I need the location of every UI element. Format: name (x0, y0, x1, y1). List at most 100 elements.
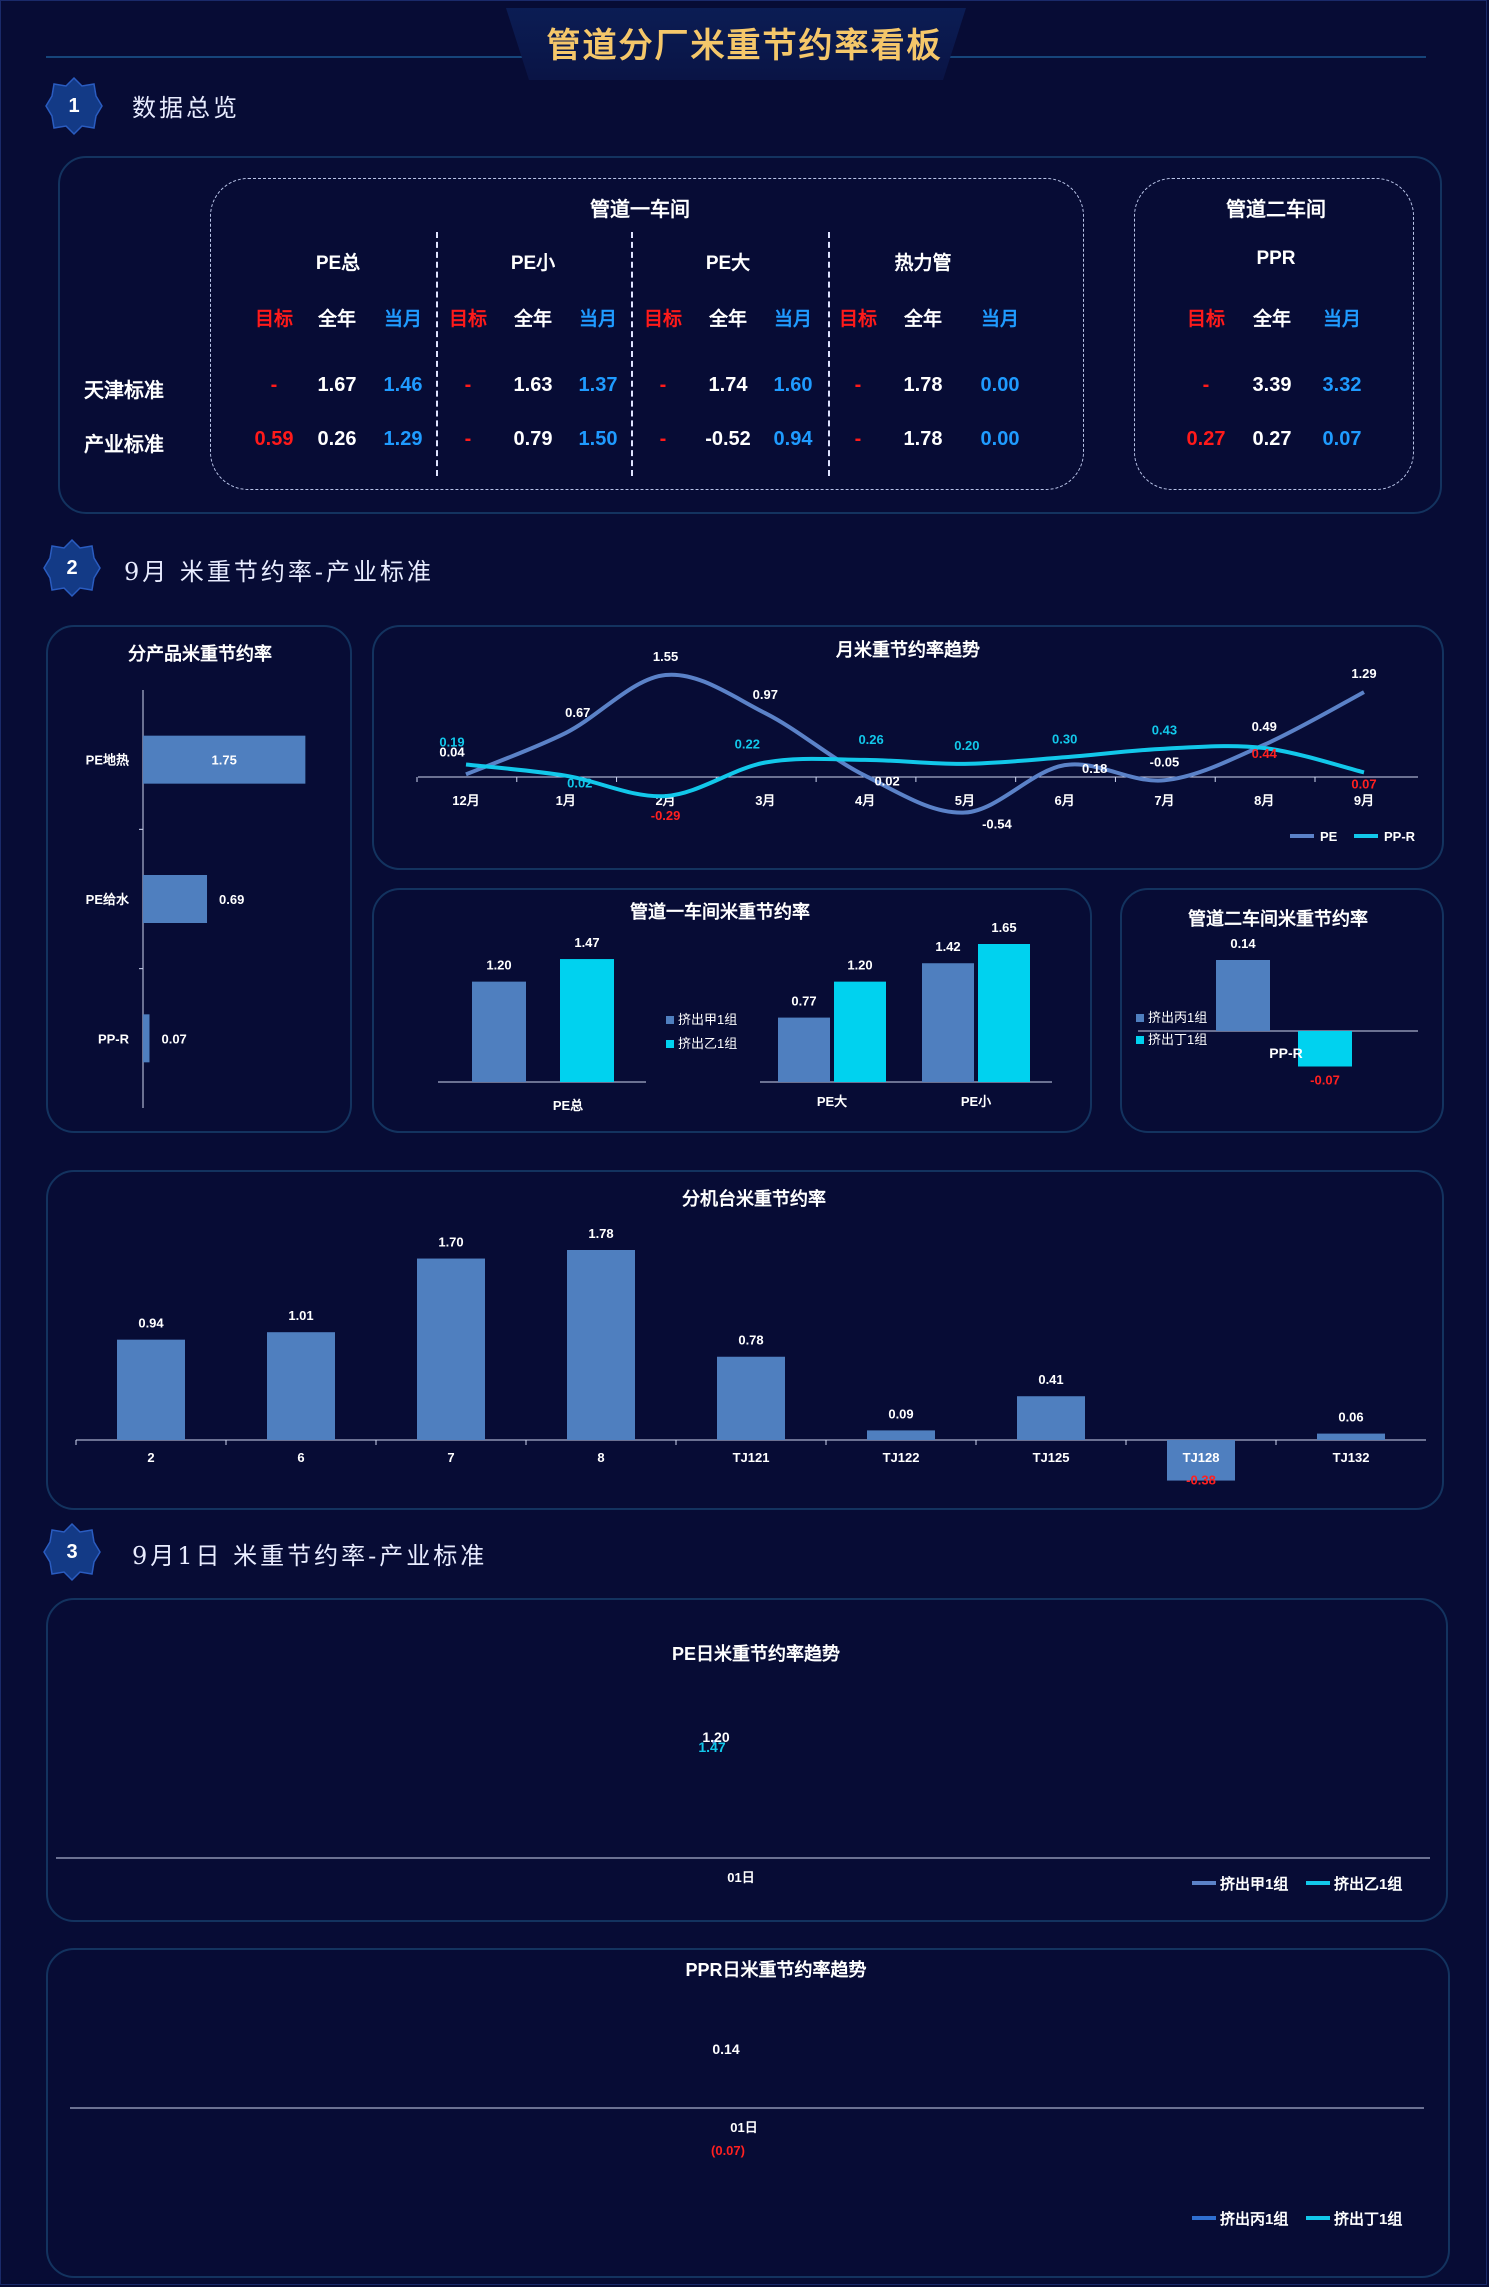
data-label: 0.04 (439, 744, 465, 759)
machine-panel (46, 1170, 1444, 1510)
x-tick-label: TJ122 (883, 1450, 920, 1465)
data-label: 0.77 (791, 994, 816, 1009)
data-cell: 0.59 (254, 428, 294, 450)
data-label: 0.78 (738, 1333, 763, 1348)
overview-panel (58, 156, 1442, 514)
data-cell: 0.26 (317, 428, 357, 450)
product-panel (46, 625, 352, 1133)
x-tick-label: 7 (447, 1450, 454, 1465)
col-header: 当月 (1322, 309, 1361, 330)
category-label: PE地热 (86, 753, 129, 768)
bar (267, 1332, 335, 1440)
x-tick-label: TJ132 (1333, 1450, 1370, 1465)
data-label: 0.97 (753, 687, 778, 702)
chart-title: PE日米重节约率趋势 (672, 1643, 840, 1664)
row-label-industry: 产业标准 (84, 434, 164, 456)
chart-title: 月米重节约率趋势 (835, 639, 980, 660)
group-header: 热力管 (894, 253, 952, 274)
x-tick-label: 01日 (727, 1870, 754, 1885)
data-cell: -0.52 (705, 428, 751, 450)
legend-label: 挤出甲1组 (678, 1012, 737, 1027)
x-tick-label: 9月 (1354, 793, 1374, 808)
data-cell: - (659, 428, 667, 450)
data-cell: - (854, 374, 862, 396)
data-label: 0.49 (1252, 719, 1277, 734)
data-cell: 0.07 (1322, 428, 1362, 450)
group-header: PE总 (315, 253, 361, 274)
series-point (712, 1740, 716, 1744)
x-tick-label: 6月 (1055, 793, 1075, 808)
data-label: -0.38 (1186, 1473, 1216, 1488)
col-header: 目标 (1186, 309, 1225, 330)
bar (1167, 1440, 1235, 1481)
data-cell: - (1202, 374, 1210, 396)
col-header: 全年 (903, 309, 942, 330)
legend-label: 挤出乙1组 (1334, 1875, 1402, 1893)
col-header: 全年 (1252, 309, 1291, 330)
col-header: 全年 (513, 309, 552, 330)
x-tick-label: PE小 (961, 1094, 991, 1109)
section-title-overview: 数据总览 (132, 94, 240, 122)
divider (631, 232, 633, 476)
data-label: 0.30 (1052, 731, 1077, 746)
bar (143, 875, 208, 923)
data-label: 0.43 (1152, 723, 1177, 738)
legend-swatch (1136, 1014, 1144, 1022)
x-tick-label: PE总 (553, 1098, 583, 1113)
data-label: 0.18 (1082, 761, 1107, 776)
data-label: 1.01 (288, 1308, 313, 1323)
data-label: 0.06 (1338, 1410, 1363, 1425)
bar (717, 1356, 785, 1440)
data-label: 1.47 (698, 1739, 725, 1755)
legend-label: 挤出丁1组 (1148, 1032, 1207, 1047)
legend-label: 挤出甲1组 (1220, 1875, 1288, 1893)
chart-title: 管道一车间米重节约率 (630, 901, 810, 922)
col-header: 全年 (708, 309, 747, 330)
data-label: 0.69 (219, 892, 244, 907)
chart-title: PPR日米重节约率趋势 (685, 1959, 866, 1980)
group-header: PE小 (510, 253, 556, 274)
col-header: 目标 (838, 309, 877, 330)
bar (867, 1430, 935, 1440)
data-cell: 0.00 (980, 374, 1020, 396)
data-label: 1.78 (588, 1226, 613, 1241)
data-label: 0.02 (567, 776, 592, 791)
data-label: 0.26 (858, 732, 883, 747)
section-badge-3: 3 (42, 1522, 102, 1582)
col-header: 当月 (773, 309, 812, 330)
data-cell: 0.27 (1186, 428, 1226, 450)
data-label: 1.20 (847, 958, 872, 973)
data-cell: 1.67 (317, 374, 357, 396)
data-cell: - (659, 374, 667, 396)
workshop2-title: 管道二车间 (1226, 199, 1326, 221)
chart-title: 分产品米重节约率 (128, 643, 272, 664)
bar (417, 1258, 485, 1440)
x-tick-label: TJ121 (733, 1450, 770, 1465)
data-label: 1.55 (653, 649, 678, 664)
legend-label: 挤出丁1组 (1334, 2210, 1402, 2228)
col-header: 目标 (643, 309, 682, 330)
data-cell: 1.74 (708, 374, 748, 396)
bar (567, 1250, 635, 1440)
data-cell: 0.27 (1252, 428, 1292, 450)
x-tick-label: 4月 (855, 793, 875, 808)
bar (778, 1017, 830, 1082)
ws1-panel (372, 888, 1092, 1133)
x-tick-label: 3月 (755, 793, 775, 808)
x-tick-label: 2 (147, 1450, 154, 1465)
col-header: 当月 (980, 309, 1019, 330)
data-label: 1.20 (486, 958, 511, 973)
monthly-panel (372, 625, 1444, 870)
data-label: 0.41 (1038, 1372, 1063, 1387)
data-label: 1.75 (212, 753, 237, 768)
divider (828, 232, 830, 476)
bar (1017, 1396, 1085, 1440)
data-cell: 0.00 (980, 428, 1020, 450)
bar (143, 735, 306, 784)
data-label: 0.02 (874, 774, 899, 789)
x-tick-label: 7月 (1154, 793, 1174, 808)
section-badge-2: 2 (42, 538, 102, 598)
data-cell: 0.79 (513, 428, 553, 450)
data-cell: 1.78 (903, 428, 943, 450)
